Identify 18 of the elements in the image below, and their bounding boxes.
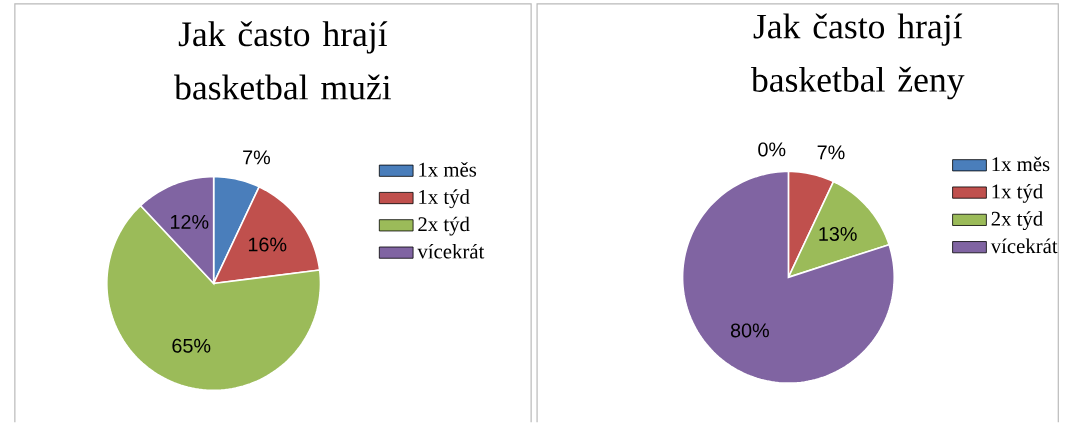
chart-title: Jak často hrají basketbal muži (174, 21, 391, 100)
legend-label: vícekrát (417, 243, 485, 259)
data-label: 65% (172, 338, 211, 353)
legend-label: 1x měs (419, 162, 477, 177)
text: 0% (758, 142, 786, 157)
legend-label: 1x týd (992, 183, 1043, 203)
legend-label: 2x týd (418, 216, 470, 236)
legend-label: vícekrát (990, 238, 1058, 254)
data-label: 12% (171, 214, 209, 229)
legend-label: 1x týd (419, 189, 470, 209)
data-label: 13% (819, 226, 857, 241)
data-label: 16% (248, 237, 287, 252)
data-label: 80% (730, 323, 769, 338)
data-label: 7% (243, 150, 271, 165)
legend-label: 2x týd (991, 211, 1043, 231)
data-label: 7% (817, 145, 845, 160)
chart-title: Jak často hrají basketbal ženy (750, 13, 965, 100)
legend-label: 1x měs (992, 156, 1050, 172)
